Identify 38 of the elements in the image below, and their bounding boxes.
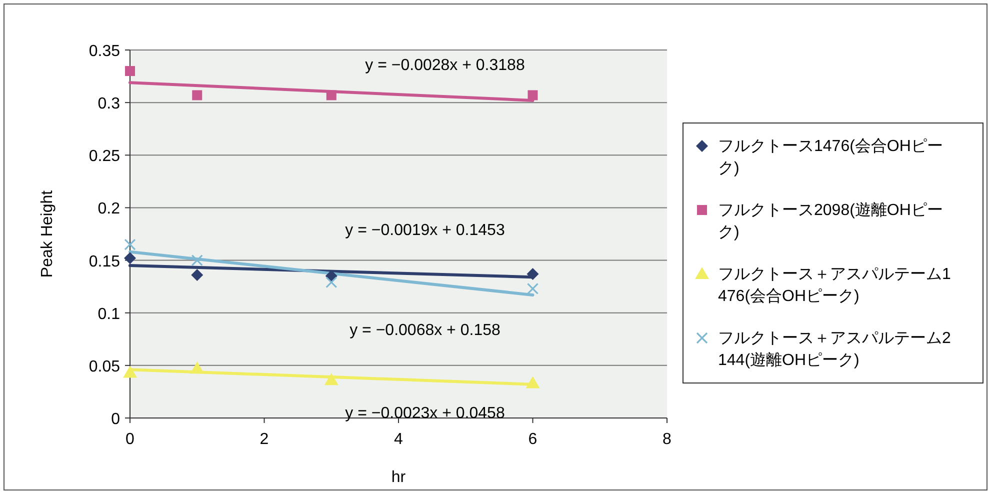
annotation: y = −0.0028x + 0.3188 (365, 57, 525, 74)
y-tick-label: 0.2 (98, 200, 120, 218)
y-tick-label: 0.15 (88, 253, 120, 270)
legend-label: フルクトース1476(会合OHピーク) (718, 137, 943, 177)
point (526, 282, 539, 294)
y-axis-title: Peak Height (39, 190, 56, 278)
point (526, 268, 539, 280)
x-axis-title: hr (391, 469, 406, 486)
point (124, 238, 136, 250)
point (325, 270, 338, 282)
point (192, 90, 202, 100)
x-tick-label: 6 (528, 431, 538, 448)
point (191, 254, 203, 266)
legend-label: フルクトース2098(遊離OHピーク) (718, 201, 943, 241)
y-tick-label: 0 (111, 411, 120, 428)
x-tick-label: 4 (394, 431, 404, 448)
point (526, 376, 540, 388)
point (326, 276, 338, 288)
y-tick-label: 0.3 (98, 96, 120, 113)
legend-label: フルクトース＋アスパルテーム2144(遊離OHピーク) (718, 330, 951, 369)
point (326, 90, 336, 100)
point (528, 90, 538, 100)
y-tick-label: 0.05 (88, 358, 120, 376)
y-tick-label: 0.1 (98, 306, 120, 323)
point (124, 252, 136, 264)
y-tick-label: 0.25 (88, 148, 120, 166)
point (125, 66, 135, 76)
x-tick-label: 2 (260, 431, 269, 448)
y-tick-label: 0.35 (88, 43, 120, 60)
legend-label: フルクトース＋アスパルテーム1476(会合OHピーク) (718, 266, 951, 305)
point (324, 373, 338, 386)
x-tick-label: 8 (662, 431, 672, 448)
annotation: y = −0.0019x + 0.1453 (345, 222, 505, 239)
point (190, 362, 204, 374)
x-tick-label: 0 (126, 431, 135, 448)
annotation: y = −0.0068x + 0.158 (350, 322, 500, 339)
point (191, 269, 204, 282)
point (123, 366, 137, 378)
